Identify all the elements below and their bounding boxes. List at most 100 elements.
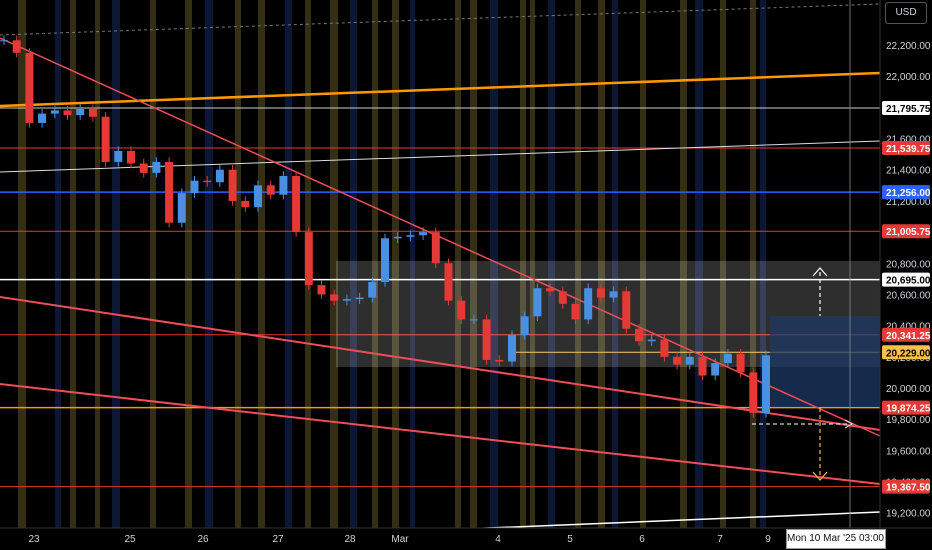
time-tick-label: 23 xyxy=(28,534,40,545)
session-column xyxy=(640,0,646,528)
session-column xyxy=(95,0,100,528)
candle-body xyxy=(38,113,47,123)
time-tick-label: 7 xyxy=(717,534,723,545)
red-trendline-low xyxy=(0,383,881,485)
time-tick-label: 5 xyxy=(567,534,573,545)
candle-body xyxy=(673,356,682,365)
price-tick-label: 22,200.00 xyxy=(886,41,931,52)
time-tick-label: 9 xyxy=(765,534,771,545)
candle-body xyxy=(444,263,453,301)
candle-body xyxy=(25,52,34,123)
time-tick-label: 25 xyxy=(124,534,136,545)
session-column xyxy=(680,0,687,528)
session-column xyxy=(760,0,766,528)
candle-body xyxy=(520,316,529,335)
candle-body xyxy=(393,236,402,239)
session-column xyxy=(612,0,618,528)
session-column xyxy=(750,0,756,528)
price-tag xyxy=(882,400,930,415)
candle-body xyxy=(292,175,301,233)
candle-body xyxy=(368,281,377,298)
candle-body xyxy=(533,288,542,317)
candle-body xyxy=(711,363,720,376)
price-tag xyxy=(882,140,930,155)
candle-body xyxy=(508,334,516,362)
session-column xyxy=(285,0,292,528)
currency-label[interactable]: USD xyxy=(885,2,927,24)
session-column xyxy=(575,0,581,528)
candle-body xyxy=(76,108,85,116)
time-axis-background xyxy=(0,528,932,550)
candle-body xyxy=(127,151,135,164)
time-tick-label: 4 xyxy=(495,534,501,545)
candle-body xyxy=(558,291,567,304)
price-tag-label: 19,367.50 xyxy=(886,483,931,494)
candle-body xyxy=(419,232,428,236)
candle-body xyxy=(114,151,123,162)
candle-body xyxy=(63,110,72,116)
candle-body xyxy=(330,294,339,301)
candle-body xyxy=(698,356,707,376)
red-trendline-mid xyxy=(0,296,881,431)
time-tick-label: 28 xyxy=(344,534,356,545)
candle-body xyxy=(279,175,288,195)
candle-body xyxy=(241,200,250,208)
candle-body xyxy=(317,285,326,295)
session-column xyxy=(410,0,415,528)
candle-body xyxy=(139,163,148,173)
price-tick-label: 19,600.00 xyxy=(886,446,931,457)
candle-body xyxy=(571,303,580,320)
candle-body xyxy=(254,185,262,208)
price-tag-label: 21,795.75 xyxy=(886,104,931,115)
candle-body xyxy=(495,359,504,362)
candle-body xyxy=(406,235,415,237)
red-trendline-main xyxy=(0,37,881,437)
time-tick-label: 26 xyxy=(197,534,209,545)
session-column xyxy=(258,0,265,528)
candle-body xyxy=(596,288,605,298)
price-tick-label: 19,800.00 xyxy=(886,415,931,426)
projection-down-arrow xyxy=(812,471,828,481)
time-tick-label: Mar xyxy=(391,534,409,545)
session-column xyxy=(70,0,76,528)
session-column xyxy=(112,0,120,528)
candle-body xyxy=(215,169,224,183)
session-column xyxy=(185,0,192,528)
candle-body xyxy=(609,291,618,298)
session-column xyxy=(530,0,535,528)
time-tick-label: 6 xyxy=(639,534,645,545)
projection-right-arrow xyxy=(844,419,854,429)
price-tag xyxy=(882,185,930,200)
candle-body xyxy=(660,339,669,357)
session-column xyxy=(18,0,26,528)
session-column xyxy=(372,0,378,528)
crosshair-date-label: Mon 10 Mar '25 03:00 PM xyxy=(786,529,886,549)
candle-body xyxy=(12,40,21,53)
candle-body xyxy=(190,180,199,194)
session-column xyxy=(470,0,477,528)
price-tag-label: 20,695.00 xyxy=(886,276,931,287)
candle-body xyxy=(584,288,593,320)
candle-body xyxy=(431,232,440,264)
price-tag-label: 19,874.25 xyxy=(886,404,931,415)
candle-body xyxy=(381,238,389,282)
candle-body xyxy=(762,355,770,413)
candle-body xyxy=(228,169,237,201)
candle-body xyxy=(635,328,643,342)
price-tick-label: 20,000.00 xyxy=(886,384,931,395)
candle-body xyxy=(469,319,478,321)
candle-body xyxy=(177,193,186,223)
price-tick-label: 21,600.00 xyxy=(886,135,931,146)
candle-body xyxy=(0,40,8,42)
candle-body xyxy=(685,356,694,365)
price-tick-label: 20,400.00 xyxy=(886,322,931,333)
price-tag xyxy=(882,327,930,342)
candle-body xyxy=(622,291,631,329)
candle-body xyxy=(88,108,97,117)
price-tag-label: 20,341.25 xyxy=(886,331,931,342)
candle-body xyxy=(101,116,110,162)
price-tick-label: 21,200.00 xyxy=(886,197,931,208)
session-column xyxy=(695,0,703,528)
session-column xyxy=(490,0,498,528)
